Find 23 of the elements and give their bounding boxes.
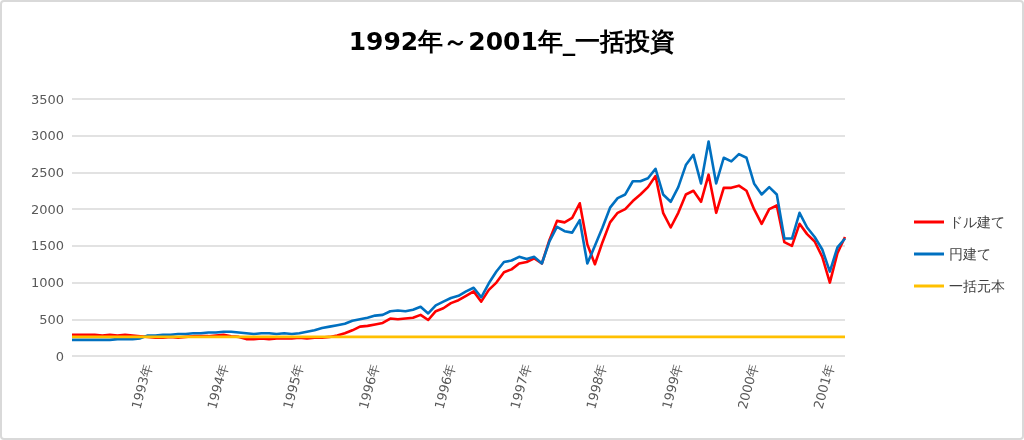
x-tick-label: 1994年 <box>204 362 231 411</box>
legend-label: ドル建て <box>949 214 1005 230</box>
y-tick-label: 2500 <box>30 164 64 180</box>
x-tick-label: 1996年 <box>431 362 459 411</box>
chart-title: 1992年～2001年_一括投資 <box>348 27 676 56</box>
x-tick-label: 2000年 <box>734 362 762 411</box>
y-tick-label: 1500 <box>30 238 64 254</box>
x-tick-label: 1999年 <box>659 362 686 411</box>
line-series <box>70 140 847 342</box>
y-tick-label: 3000 <box>30 128 64 144</box>
x-tick-label: 1998年 <box>583 362 610 411</box>
legend-label: 一括元本 <box>949 278 1005 294</box>
y-tick-label: 2000 <box>30 201 64 217</box>
x-tick-label: 1995年 <box>280 362 307 411</box>
x-tick-label: 1993年 <box>128 362 156 411</box>
x-tick-label: 1996年 <box>355 362 383 411</box>
y-tick-label: 3500 <box>30 91 64 107</box>
y-tick-label: 1000 <box>30 275 64 291</box>
x-tick-label: 2001年 <box>810 362 838 411</box>
y-tick-label: 0 <box>55 348 64 364</box>
x-tick-label: 1997年 <box>507 362 534 411</box>
legend-label: 円建て <box>949 246 991 262</box>
y-tick-label: 500 <box>39 311 64 327</box>
